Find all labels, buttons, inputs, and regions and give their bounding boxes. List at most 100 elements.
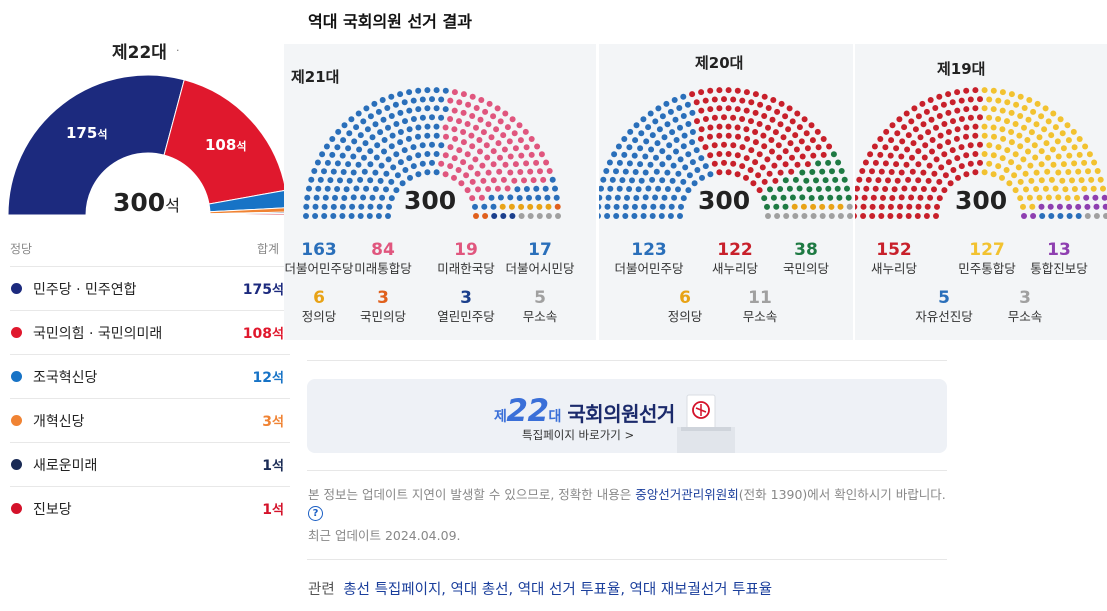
seat-dot — [335, 128, 342, 135]
seat-dot — [523, 144, 530, 151]
seat-dot — [495, 140, 502, 147]
seat-dot — [813, 177, 819, 184]
seat-dot — [1004, 147, 1011, 154]
seat-dot — [664, 186, 671, 192]
party-stat: 6 정의당 — [645, 288, 725, 326]
seat-dot — [691, 180, 698, 187]
seat-dot — [673, 148, 679, 155]
seat-dot — [1093, 213, 1100, 219]
seat-dot — [659, 148, 666, 155]
seat-dot — [721, 141, 727, 148]
seat-dot — [340, 169, 347, 175]
seat-dot — [334, 144, 341, 151]
seat-dot — [793, 146, 800, 153]
seat-dot — [803, 177, 810, 184]
party-row[interactable]: 진보당 1석 — [10, 487, 290, 531]
seat-dot — [477, 116, 484, 123]
related-link-turnout[interactable]: 역대 선거 투표율 — [517, 582, 621, 598]
seat-dot — [533, 185, 540, 192]
seat-dot — [693, 99, 700, 106]
seat-dot — [1090, 185, 1097, 192]
seat-dot — [698, 126, 705, 133]
seat-dot — [716, 105, 723, 112]
header-party: 정당 — [10, 242, 33, 256]
related-link-past-elections[interactable]: 역대 총선 — [450, 582, 509, 598]
seat-dot — [393, 187, 400, 194]
seat-dot — [1000, 135, 1007, 142]
seat-dot — [665, 154, 672, 161]
seat-dot — [925, 129, 932, 136]
seat-dot — [406, 126, 413, 133]
seat-dot — [1097, 176, 1104, 183]
seat-dot — [912, 126, 919, 133]
seat-dot — [419, 114, 426, 121]
party-row[interactable]: 새로운미래 1석 — [10, 443, 290, 487]
special-page-banner[interactable]: 제22대 국회의원선거 특집페이지 바로가기 > — [307, 379, 947, 453]
seat-dot — [1021, 105, 1028, 111]
seat-dot — [815, 144, 822, 151]
seat-dot — [725, 151, 732, 157]
seat-dot — [330, 213, 337, 219]
party-stat: 3 열린민주당 — [426, 288, 506, 326]
related-link-special[interactable]: 총선 특집페이지 — [343, 582, 442, 598]
seat-dot — [1033, 169, 1040, 176]
seat-dot — [667, 108, 674, 115]
seat-dot — [810, 203, 817, 210]
seat-dot — [317, 176, 324, 183]
party-row[interactable]: 국민의힘 · 국민의미래 108석 — [10, 311, 290, 355]
seat-dot — [859, 168, 866, 174]
party-stat-label: 국민의당 — [359, 309, 406, 324]
seat-dot — [1031, 142, 1038, 149]
seat-dot — [661, 194, 668, 201]
seat-dot — [424, 169, 431, 176]
seat-dot — [464, 187, 471, 194]
seat-dot — [949, 99, 956, 106]
seat-dot — [734, 106, 741, 113]
seat-dot — [739, 116, 746, 122]
seat-dot — [511, 177, 518, 184]
seat-dot — [869, 203, 876, 210]
party-row[interactable]: 조국혁신당 12석 — [10, 355, 290, 399]
seat-dot — [725, 87, 732, 94]
seat-dot — [1025, 148, 1031, 155]
seat-dot — [744, 135, 751, 142]
seat-dot — [463, 172, 470, 179]
seat-dot — [725, 132, 732, 139]
seat-dot — [339, 152, 346, 159]
seat-dot — [1066, 213, 1073, 219]
seat-dot — [607, 185, 614, 192]
nec-link[interactable]: 중앙선거관리위원회 — [635, 487, 739, 502]
divider — [10, 266, 290, 267]
seat-dot — [1060, 161, 1067, 168]
related-label: 관련 — [308, 582, 335, 598]
seat-dot — [383, 186, 389, 193]
seat-dot — [933, 156, 940, 163]
seat-dot — [788, 168, 795, 175]
party-row[interactable]: 개혁신당 3석 — [10, 399, 290, 443]
seat-dot — [614, 194, 621, 201]
e22-total-num: 300 — [113, 188, 166, 217]
seat-dot — [743, 126, 750, 133]
seat-dot — [468, 132, 475, 139]
seat-dot — [1050, 110, 1057, 117]
help-icon[interactable]: ? — [308, 506, 323, 521]
seat-dot — [743, 107, 750, 114]
seat-dot — [926, 162, 933, 169]
party-color-dot — [11, 503, 22, 514]
seat-dot — [1071, 160, 1078, 167]
seat-dot — [460, 109, 467, 116]
party-row[interactable]: 민주당 · 민주연합 175석 — [10, 267, 290, 311]
seat-dot — [502, 161, 509, 168]
seat-dot — [497, 194, 504, 201]
seat-dot — [698, 107, 705, 114]
seat-dot — [778, 100, 785, 107]
seat-dot — [1030, 213, 1037, 219]
party-stat-seats: 127 — [969, 240, 1005, 260]
seat-dot — [321, 168, 327, 175]
party-stat-seats: 3 — [460, 288, 472, 308]
party-stat-seats: 3 — [377, 288, 389, 308]
banner-link[interactable]: 특집페이지 바로가기 > — [522, 428, 635, 442]
seat-dot — [388, 93, 395, 100]
seat-dot — [1060, 145, 1067, 152]
related-link-byelection-turnout[interactable]: 역대 재보궐선거 투표율 — [629, 582, 773, 598]
